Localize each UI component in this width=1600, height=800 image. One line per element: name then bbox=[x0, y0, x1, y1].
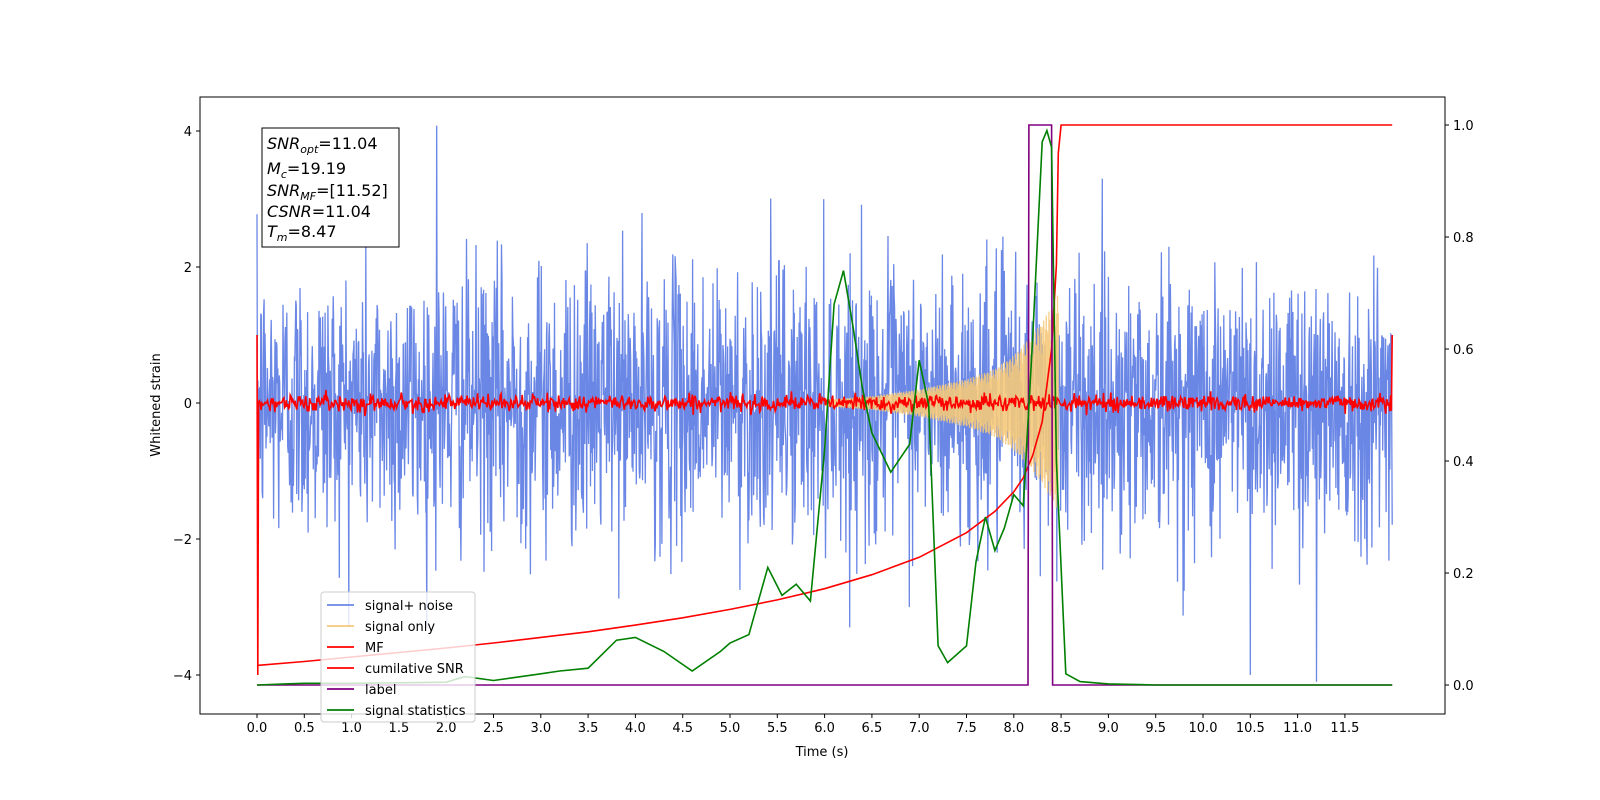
y-right-tick-label: 0.0 bbox=[1453, 679, 1474, 694]
x-tick-label: 4.0 bbox=[625, 721, 646, 736]
x-tick-label: 11.0 bbox=[1283, 721, 1312, 736]
y-axis-label: Whitened strain bbox=[149, 353, 164, 456]
y-right-axis-ticks: 1.0 0.8 0.6 0.4 0.2 0.0 bbox=[1445, 119, 1474, 694]
y-right-tick-label: 1.0 bbox=[1453, 119, 1474, 134]
x-axis-label: Time (s) bbox=[795, 745, 849, 760]
legend-label: MF bbox=[365, 641, 384, 656]
x-tick-label: 6.0 bbox=[814, 721, 835, 736]
y-left-axis-ticks: 4 2 0 −2 −4 bbox=[173, 125, 200, 684]
x-tick-label: 9.5 bbox=[1145, 721, 1166, 736]
y-right-tick-label: 0.6 bbox=[1453, 343, 1474, 358]
annotation-csnr: CSNR=11.04 bbox=[267, 202, 371, 221]
y-left-tick-label: 2 bbox=[184, 261, 192, 276]
series-mf bbox=[256, 334, 1393, 676]
x-tick-label: 0.0 bbox=[247, 721, 268, 736]
annotation-tm: Tm=8.47 bbox=[267, 222, 337, 244]
x-tick-label: 3.5 bbox=[578, 721, 599, 736]
annotation-snr-opt: SNRopt=11.04 bbox=[267, 134, 378, 156]
y-left-tick-label: 0 bbox=[184, 397, 192, 412]
x-tick-label: 7.5 bbox=[956, 721, 977, 736]
legend-label: label bbox=[365, 683, 396, 698]
y-left-tick-label: 4 bbox=[184, 125, 192, 140]
x-tick-label: 6.5 bbox=[862, 721, 883, 736]
x-tick-label: 3.0 bbox=[530, 721, 551, 736]
annotation-snr-mf: SNRMF=[11.52] bbox=[267, 181, 388, 203]
legend: signal+ noise signal only MF cumilative SNR… bbox=[320, 591, 476, 723]
y-left-tick-label: −2 bbox=[173, 533, 192, 548]
x-tick-label: 1.0 bbox=[341, 721, 362, 736]
annotation-frame bbox=[261, 127, 400, 248]
x-tick-label: 9.0 bbox=[1098, 721, 1119, 736]
x-tick-label: 0.5 bbox=[294, 721, 315, 736]
y-left-tick-label: −4 bbox=[173, 669, 192, 684]
y-right-tick-label: 0.8 bbox=[1453, 231, 1474, 246]
x-tick-label: 5.0 bbox=[720, 721, 741, 736]
annotation-mc: Mc=19.19 bbox=[267, 159, 346, 181]
x-tick-label: 7.0 bbox=[909, 721, 930, 736]
x-tick-label: 2.0 bbox=[436, 721, 457, 736]
legend-label: signal only bbox=[365, 620, 435, 635]
legend-label: signal+ noise bbox=[365, 599, 453, 614]
x-tick-label: 10.0 bbox=[1189, 721, 1218, 736]
series-label bbox=[257, 124, 1393, 686]
series-signal-noise bbox=[256, 125, 1393, 682]
legend-label: cumilative SNR bbox=[365, 662, 464, 677]
y-right-tick-label: 0.4 bbox=[1453, 455, 1474, 470]
y-right-tick-label: 0.2 bbox=[1453, 567, 1474, 582]
annotation-box: SNRopt=11.04 Mc=19.19 SNRMF=[11.52] CSNR… bbox=[261, 127, 400, 248]
x-tick-label: 1.5 bbox=[389, 721, 410, 736]
x-axis-ticks: 0.0 0.5 1.0 1.5 2.0 2.5 3.0 3.5 4.0 4.5 5.0 5.5 6.0 6… bbox=[247, 714, 1359, 736]
plot-frame bbox=[199, 96, 1446, 715]
x-tick-label: 8.5 bbox=[1051, 721, 1072, 736]
legend-frame bbox=[320, 591, 476, 723]
legend-label: signal statistics bbox=[365, 704, 466, 719]
x-tick-label: 4.5 bbox=[672, 721, 693, 736]
x-tick-label: 5.5 bbox=[767, 721, 788, 736]
x-tick-label: 8.0 bbox=[1003, 721, 1024, 736]
x-tick-label: 2.5 bbox=[483, 721, 504, 736]
x-tick-label: 11.5 bbox=[1330, 721, 1359, 736]
x-tick-label: 10.5 bbox=[1236, 721, 1265, 736]
series-signal-statistics bbox=[256, 128, 1393, 686]
